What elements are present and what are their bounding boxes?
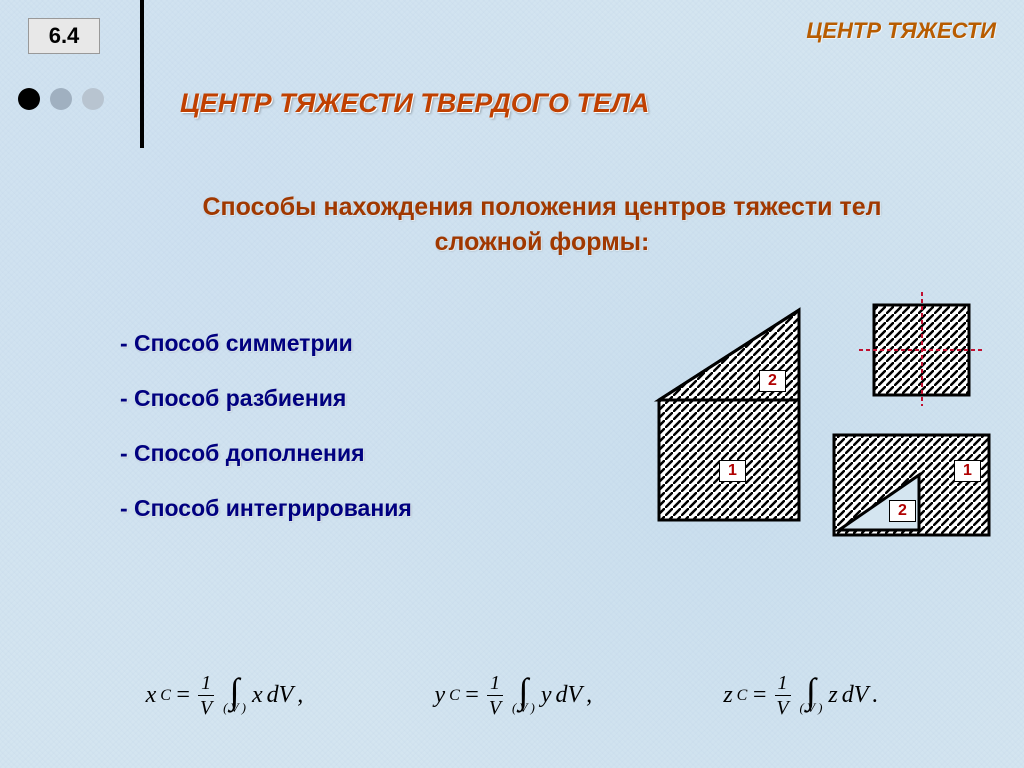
equals-sign: = <box>751 682 767 709</box>
method-item: - Способ дополнения <box>120 440 412 467</box>
numerator: 1 <box>198 673 214 696</box>
method-item: - Способ интегрирования <box>120 495 412 522</box>
diagrams-area: 1 2 1 2 <box>594 290 994 570</box>
differential: dV <box>842 682 869 709</box>
formula-var: x <box>146 682 157 709</box>
decorative-dots <box>18 88 104 110</box>
punct: . <box>872 682 878 709</box>
fraction: 1 V <box>775 673 791 718</box>
equals-sign: = <box>464 682 480 709</box>
diagram-label: 2 <box>889 500 916 522</box>
formula-sub: C <box>449 687 460 705</box>
fraction: 1 V <box>487 673 503 718</box>
dot-icon <box>18 88 40 110</box>
fraction: 1 V <box>198 673 214 718</box>
topic-label: ЦЕНТР ТЯЖЕСТИ <box>806 18 996 44</box>
dot-icon <box>82 88 104 110</box>
diagram-complement <box>829 430 994 540</box>
formulas-row: xC = 1 V ∫ ( V ) xdV, yC = 1 V ∫ ( V ) y… <box>0 673 1024 718</box>
diagram-label: 1 <box>954 460 981 482</box>
denominator: V <box>776 696 788 718</box>
integral-icon: ∫ ( V ) <box>223 679 246 711</box>
punct: , <box>297 682 303 709</box>
diagram-label: 1 <box>719 460 746 482</box>
vertical-divider <box>140 0 144 148</box>
section-number-text: 6.4 <box>49 23 80 49</box>
integrand-var: y <box>541 682 552 709</box>
formula-y: yC = 1 V ∫ ( V ) ydV, <box>434 673 592 718</box>
numerator: 1 <box>775 673 791 696</box>
integrand-var: x <box>252 682 263 709</box>
methods-list: - Способ симметрии - Способ разбиения - … <box>120 330 412 550</box>
diagram-label: 2 <box>759 370 786 392</box>
integral-icon: ∫ ( V ) <box>512 679 535 711</box>
denominator: V <box>489 696 501 718</box>
section-number-badge: 6.4 <box>28 18 100 54</box>
integrand-var: z <box>828 682 837 709</box>
punct: , <box>586 682 592 709</box>
dot-icon <box>50 88 72 110</box>
differential: dV <box>267 682 294 709</box>
differential: dV <box>556 682 583 709</box>
method-item: - Способ разбиения <box>120 385 412 412</box>
subtitle: Способы нахождения положения центров тяж… <box>160 190 924 260</box>
formula-x: xC = 1 V ∫ ( V ) xdV, <box>146 673 304 718</box>
formula-z: zC = 1 V ∫ ( V ) zdV. <box>723 673 878 718</box>
numerator: 1 <box>487 673 503 696</box>
denominator: V <box>200 696 212 718</box>
equals-sign: = <box>175 682 191 709</box>
formula-var: z <box>723 682 732 709</box>
formula-var: y <box>434 682 445 709</box>
formula-sub: C <box>160 687 171 705</box>
formula-sub: C <box>737 687 748 705</box>
integral-icon: ∫ ( V ) <box>800 679 823 711</box>
method-item: - Способ симметрии <box>120 330 412 357</box>
page-title: ЦЕНТР ТЯЖЕСТИ ТВЕРДОГО ТЕЛА <box>180 88 649 119</box>
diagram-partition <box>649 300 809 530</box>
diagram-symmetry <box>854 290 984 410</box>
